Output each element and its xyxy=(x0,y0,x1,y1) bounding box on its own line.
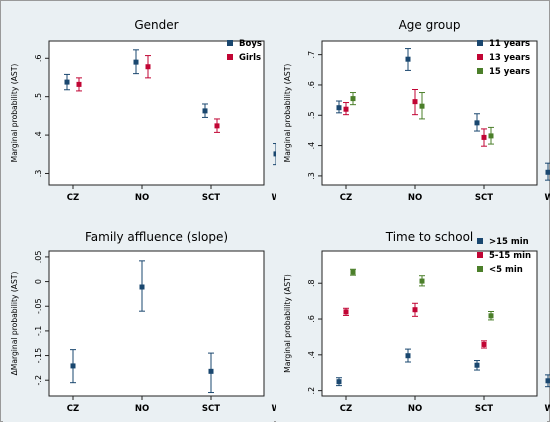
data-point xyxy=(413,99,418,104)
y-tick-label: .7 xyxy=(307,51,316,59)
data-point xyxy=(475,363,480,368)
panel-title: Time to school xyxy=(385,230,474,244)
panel-2: Family affluence (slope) ΔMarginal probab… xyxy=(3,215,292,422)
x-tick-label: NO xyxy=(408,404,422,414)
data-point xyxy=(420,279,425,284)
y-tick-label: .2 xyxy=(307,387,316,395)
legend-label: >15 min xyxy=(489,237,529,247)
legend-marker xyxy=(227,54,233,60)
y-tick-label: .8 xyxy=(307,279,316,287)
y-tick-label: .4 xyxy=(307,142,316,150)
panel-title: Age group xyxy=(399,18,461,32)
x-tick-label: WLS xyxy=(545,404,550,414)
legend-marker xyxy=(477,54,483,60)
y-tick-label: .6 xyxy=(34,54,43,62)
y-tick-label: -.1 xyxy=(34,326,43,337)
panel-title: Family affluence (slope) xyxy=(85,230,228,244)
x-tick-label: NO xyxy=(135,193,149,203)
data-point xyxy=(351,96,356,101)
data-point xyxy=(140,285,145,290)
data-point xyxy=(351,270,356,275)
data-point xyxy=(413,307,418,312)
x-tick-label: SCT xyxy=(475,404,493,414)
data-point xyxy=(489,313,494,318)
y-tick-label: -.15 xyxy=(34,348,43,364)
y-tick-label: .5 xyxy=(34,93,43,101)
y-axis-label: Marginal probability (AST) xyxy=(283,274,292,373)
x-tick-label: CZ xyxy=(340,404,352,414)
data-point xyxy=(65,80,70,85)
y-tick-label: -.05 xyxy=(34,298,43,314)
y-tick-label: .5 xyxy=(307,111,316,119)
data-point xyxy=(146,64,151,69)
data-point xyxy=(489,133,494,138)
data-point xyxy=(337,105,342,110)
y-axis-label: Marginal probability (AST) xyxy=(10,64,19,163)
data-point xyxy=(482,342,487,347)
data-point xyxy=(482,135,487,140)
legend-marker xyxy=(477,266,483,272)
x-tick-label: NO xyxy=(135,404,149,414)
data-point xyxy=(215,123,220,128)
legend-label: 5-15 min xyxy=(489,251,531,261)
legend-marker xyxy=(477,68,483,74)
legend-label: 11 years xyxy=(489,39,530,49)
data-point xyxy=(134,60,139,65)
y-tick-label: -.2 xyxy=(34,375,43,386)
data-point xyxy=(209,369,214,374)
data-point xyxy=(475,120,480,125)
data-point xyxy=(406,353,411,358)
legend-marker xyxy=(227,40,233,46)
x-tick-label: WLS xyxy=(545,193,550,203)
legend-label: 13 years xyxy=(489,53,530,63)
data-point xyxy=(546,378,550,383)
panel-0: Gender Marginal probability (AST) .3 .4 .5 .6… xyxy=(3,3,292,210)
plot-area xyxy=(49,251,264,396)
y-tick-label: .6 xyxy=(307,81,316,89)
x-tick-label: SCT xyxy=(475,193,493,203)
y-tick-label: 0 xyxy=(34,279,43,284)
data-point xyxy=(406,57,411,62)
data-point xyxy=(71,363,76,368)
data-point xyxy=(344,107,349,112)
x-tick-label: CZ xyxy=(67,193,79,203)
y-axis-label: ΔMarginal probability (AST) xyxy=(10,272,19,376)
panel-title: Gender xyxy=(134,18,178,32)
legend-label: Girls xyxy=(239,53,261,63)
legend-label: <5 min xyxy=(489,265,523,275)
y-tick-label: .6 xyxy=(307,315,316,323)
legend-marker xyxy=(477,40,483,46)
legend-marker xyxy=(477,252,483,258)
legend-marker xyxy=(477,238,483,244)
x-tick-label: NO xyxy=(408,193,422,203)
data-point xyxy=(203,108,208,113)
y-tick-label: .05 xyxy=(34,251,43,264)
data-point xyxy=(344,309,349,314)
y-axis-label: Marginal probability (AST) xyxy=(283,64,292,163)
y-tick-label: .3 xyxy=(34,170,43,178)
panel-1: Age group Marginal probability (AST) .3 .4.… xyxy=(276,3,550,210)
x-tick-label: SCT xyxy=(202,193,220,203)
x-tick-label: CZ xyxy=(340,193,352,203)
plot-area xyxy=(49,41,264,185)
data-point xyxy=(337,379,342,384)
data-point xyxy=(77,82,82,87)
panel-3: Time to school Marginal probability (AST)… xyxy=(276,215,550,422)
legend-label: Boys xyxy=(239,39,262,49)
x-tick-label: CZ xyxy=(67,404,79,414)
data-point xyxy=(546,170,550,175)
legend-label: 15 years xyxy=(489,67,530,77)
x-tick-label: SCT xyxy=(202,404,220,414)
y-tick-label: .4 xyxy=(34,131,43,139)
y-tick-label: .3 xyxy=(307,172,316,180)
y-tick-label: .4 xyxy=(307,351,316,359)
data-point xyxy=(420,104,425,109)
